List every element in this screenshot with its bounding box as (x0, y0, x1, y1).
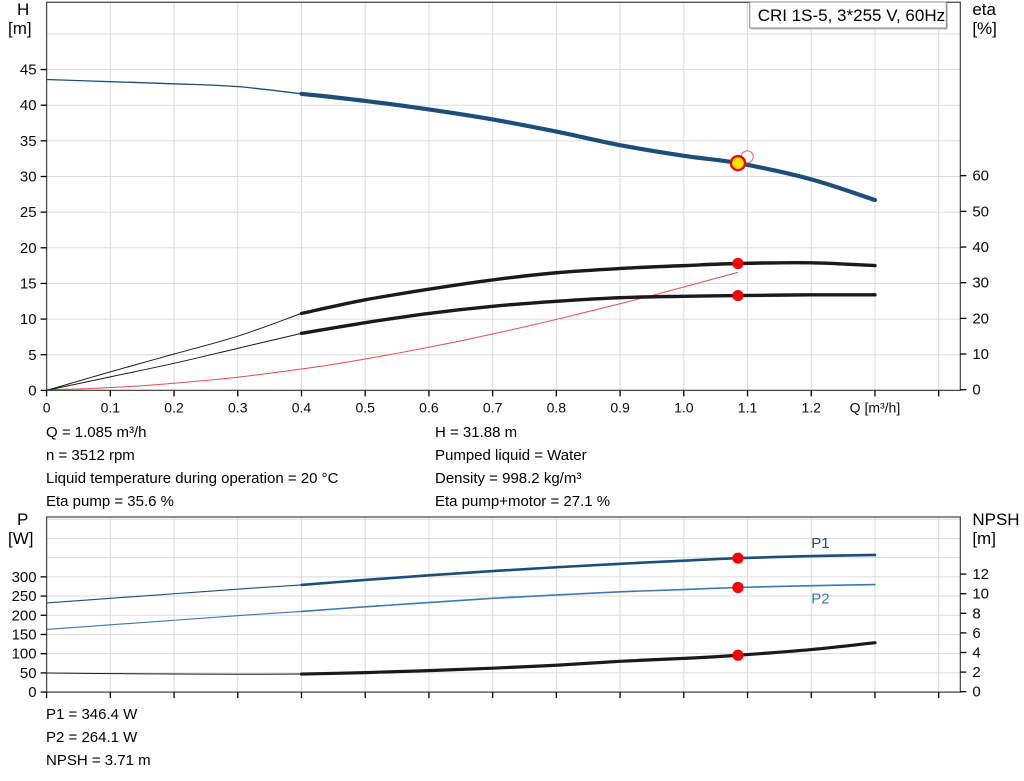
svg-text:250: 250 (12, 588, 37, 605)
svg-text:[m]: [m] (972, 529, 996, 548)
svg-text:12: 12 (972, 566, 989, 583)
svg-text:10: 10 (972, 586, 989, 603)
svg-text:50: 50 (20, 665, 37, 682)
svg-text:4: 4 (972, 645, 980, 662)
svg-text:P2: P2 (811, 591, 829, 608)
svg-text:200: 200 (12, 607, 37, 624)
svg-text:8: 8 (972, 605, 980, 622)
svg-text:150: 150 (12, 626, 37, 643)
svg-text:P1: P1 (811, 535, 829, 552)
svg-text:100: 100 (12, 646, 37, 663)
svg-text:300: 300 (12, 569, 37, 586)
svg-text:6: 6 (972, 625, 980, 642)
svg-text:0: 0 (28, 684, 36, 701)
svg-text:2: 2 (972, 664, 980, 681)
svg-text:[W]: [W] (8, 529, 34, 548)
svg-text:NPSH: NPSH (972, 510, 1019, 529)
svg-text:0: 0 (972, 684, 980, 701)
svg-text:P: P (17, 510, 28, 529)
